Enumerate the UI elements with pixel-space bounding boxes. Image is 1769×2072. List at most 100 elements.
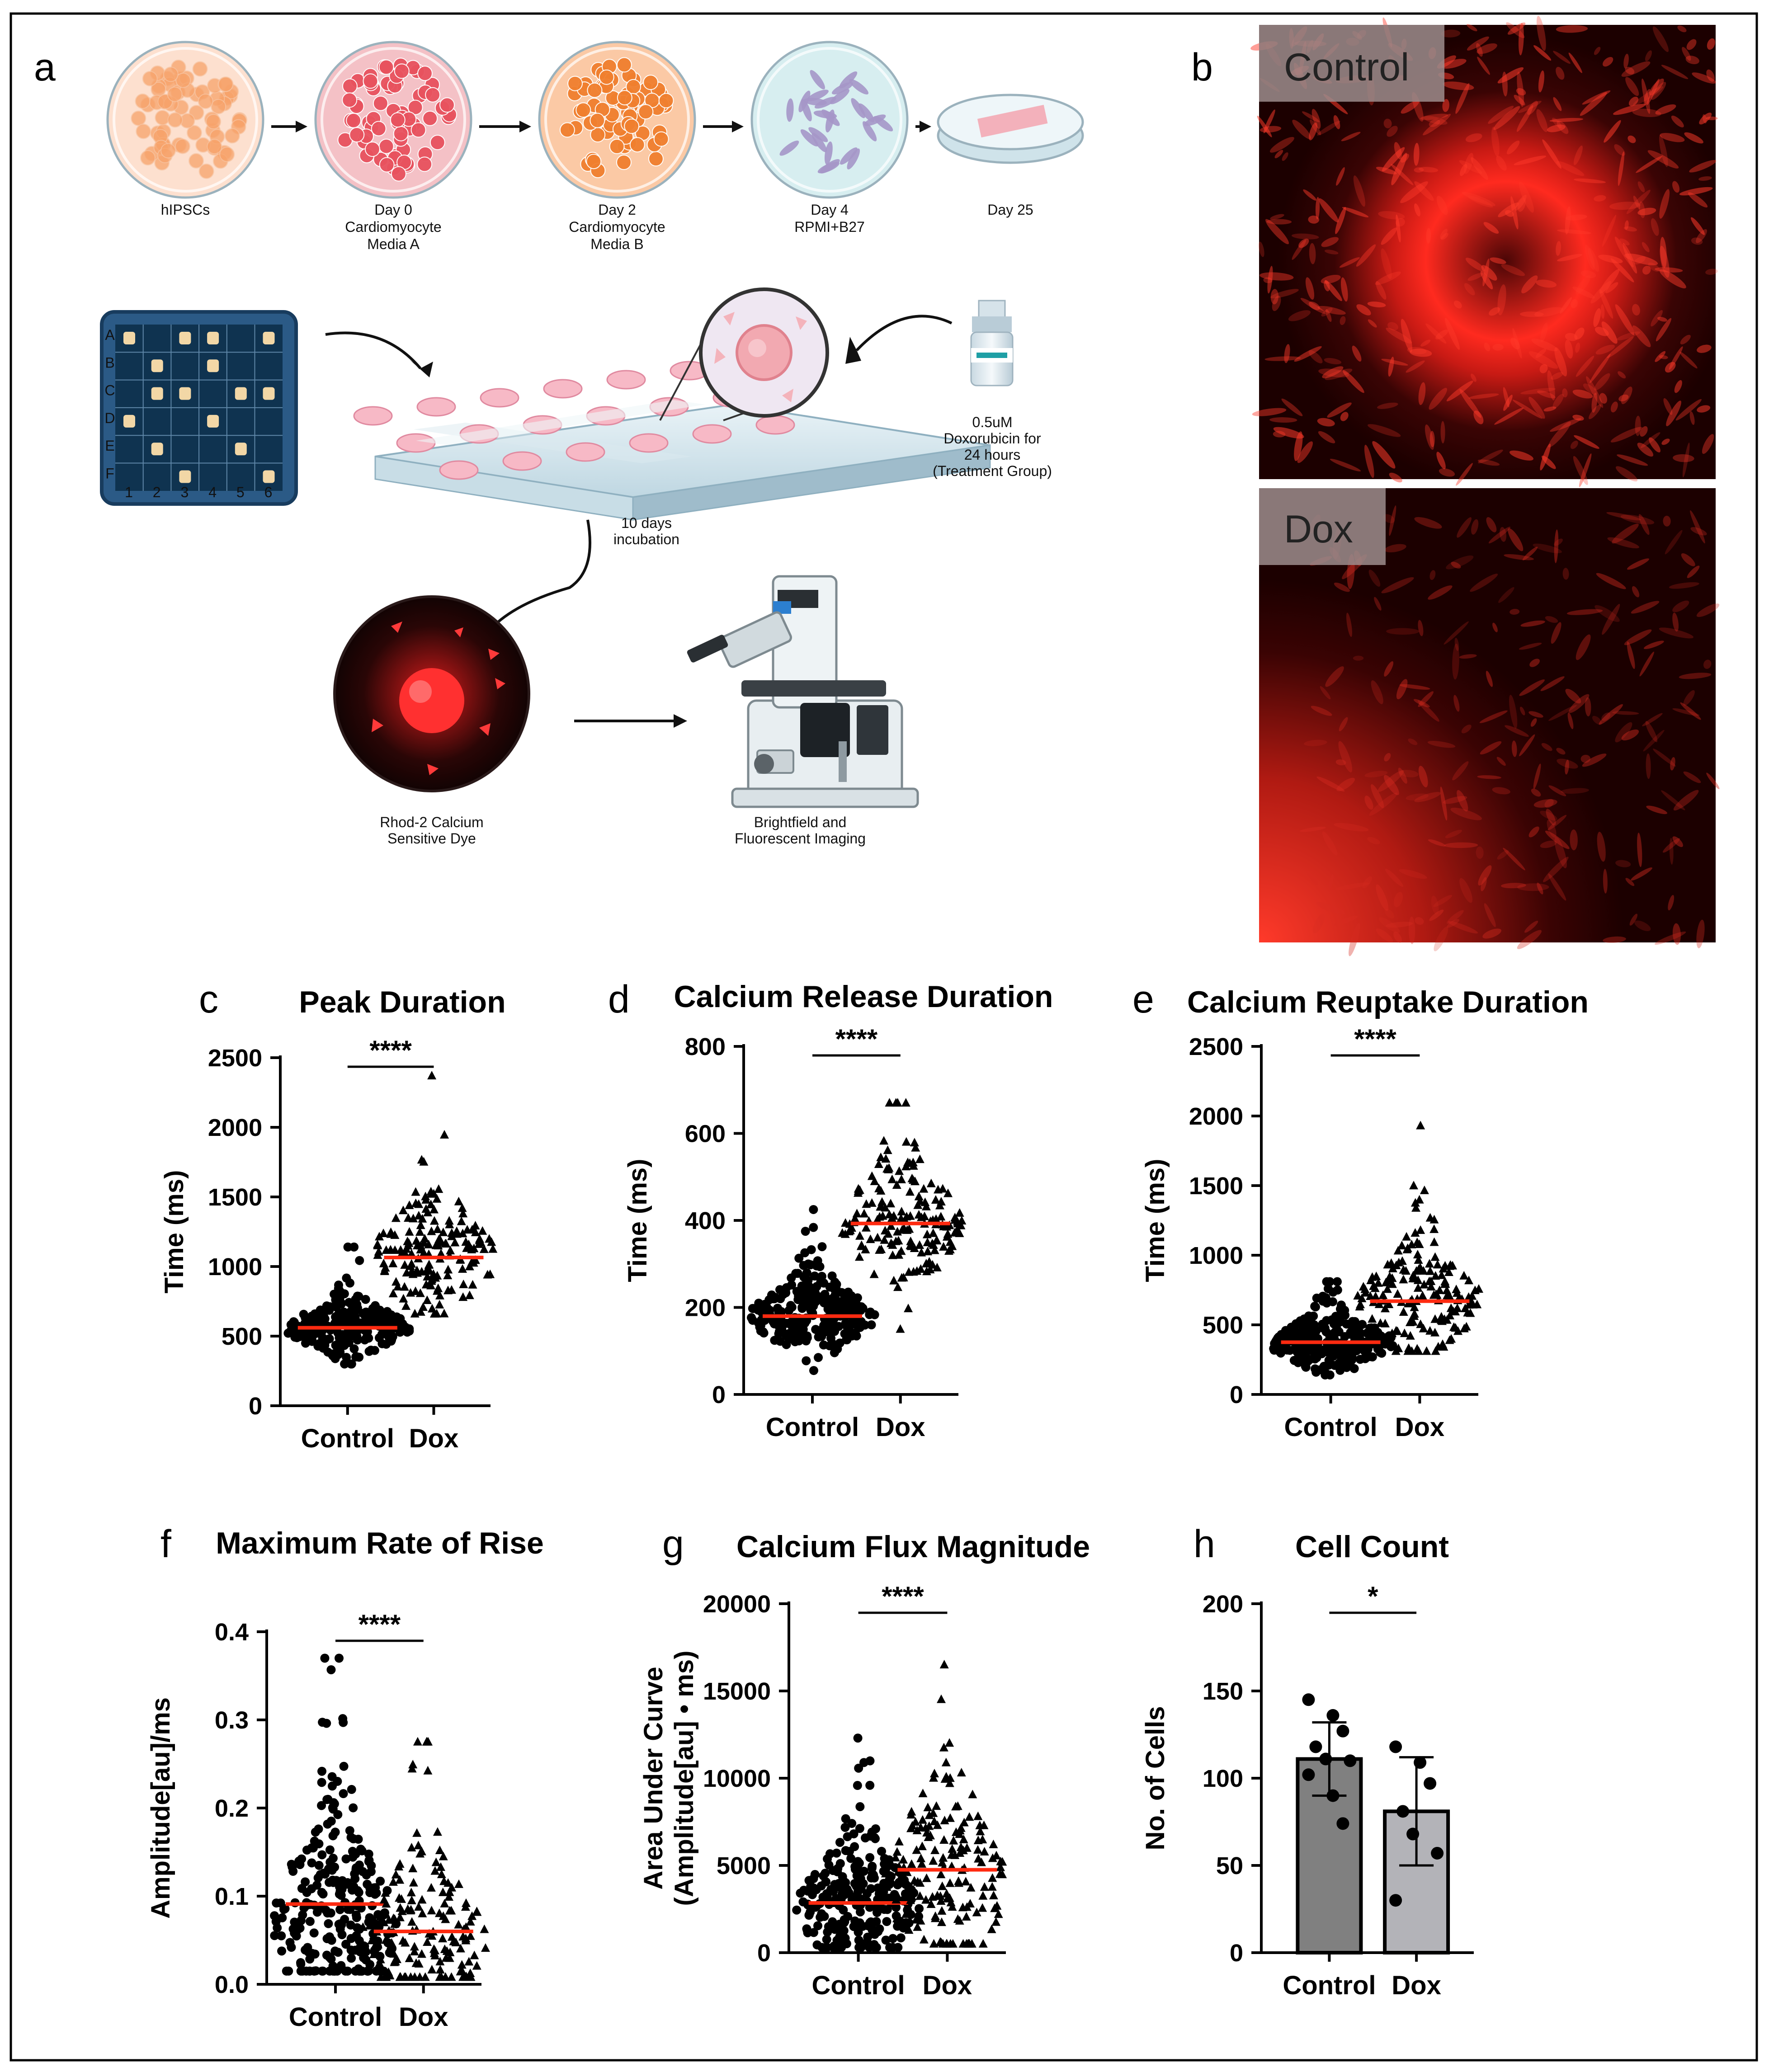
data-point xyxy=(816,1277,826,1286)
data-point xyxy=(330,1354,340,1363)
data-point xyxy=(446,1246,455,1255)
data-point xyxy=(939,1835,949,1844)
data-point xyxy=(815,1328,825,1338)
data-point xyxy=(325,1932,335,1942)
data-point xyxy=(895,1166,904,1175)
data-point xyxy=(905,1224,914,1233)
text-line: Media B xyxy=(590,236,643,252)
dish-stage-3: Day 2 Cardiomyocyte Media B xyxy=(538,41,744,252)
data-point xyxy=(928,1892,937,1901)
data-point xyxy=(379,1229,388,1238)
data-point xyxy=(968,1789,977,1799)
data-point xyxy=(827,1271,837,1281)
data-point xyxy=(465,1262,474,1271)
data-point xyxy=(406,1888,416,1897)
y-tick-label: 10000 xyxy=(703,1765,771,1792)
data-point xyxy=(429,1216,439,1225)
data-point xyxy=(462,1225,472,1234)
data-point xyxy=(855,1824,864,1833)
data-point xyxy=(937,1906,947,1915)
panel-label-b: b xyxy=(1191,46,1213,89)
data-point xyxy=(1437,1270,1446,1279)
data-point xyxy=(792,1905,802,1915)
data-point xyxy=(914,1191,924,1201)
text-line: Brightfield and xyxy=(754,814,847,830)
data-point xyxy=(930,1845,940,1854)
data-point xyxy=(893,1943,903,1952)
plate-col-label: 6 xyxy=(264,484,273,500)
stage-label: hIPSCs xyxy=(161,202,210,218)
data-point xyxy=(390,1914,399,1923)
data-point xyxy=(320,1341,330,1350)
data-point xyxy=(868,1924,877,1934)
data-point xyxy=(871,1834,880,1843)
data-point xyxy=(1385,1271,1394,1281)
data-point xyxy=(847,1331,857,1341)
data-point xyxy=(447,1231,457,1240)
data-point xyxy=(364,1315,374,1325)
data-point xyxy=(901,1098,910,1107)
data-point xyxy=(475,1235,484,1244)
data-point xyxy=(932,1801,941,1810)
data-point xyxy=(867,1320,876,1330)
data-point xyxy=(875,1924,884,1934)
x-tick-label: Control xyxy=(1284,1413,1377,1442)
data-point xyxy=(770,1294,779,1304)
control-micrograph: Control xyxy=(1250,16,1718,487)
data-point xyxy=(288,1924,298,1934)
data-point xyxy=(805,1910,814,1919)
data-point xyxy=(812,1261,821,1271)
chart-c: c Peak Duration 0 500 1000 1500 2000 2500 Contro… xyxy=(160,978,506,1453)
data-point xyxy=(279,1905,288,1914)
data-point xyxy=(1325,1370,1335,1380)
data-point xyxy=(402,1268,411,1277)
data-point xyxy=(973,1811,983,1820)
data-point xyxy=(1430,1314,1440,1323)
data-point xyxy=(456,1944,465,1953)
data-point xyxy=(945,1778,954,1787)
data-point xyxy=(324,1919,333,1928)
data-point xyxy=(1396,1805,1410,1818)
data-point xyxy=(270,1931,279,1940)
data-point xyxy=(953,1914,962,1923)
data-point xyxy=(959,1818,969,1827)
data-point xyxy=(1373,1278,1383,1287)
data-point xyxy=(891,1853,900,1862)
panel-label-f: f xyxy=(160,1522,172,1566)
y-tick-label: 0 xyxy=(249,1393,262,1420)
chart-h: h Cell Count 0 50 100 150 200 Control Dox No. of … xyxy=(1141,1522,1474,2000)
data-point xyxy=(936,1891,945,1900)
data-point xyxy=(366,1915,375,1924)
data-point xyxy=(887,1872,896,1881)
data-point xyxy=(457,1216,466,1225)
data-point xyxy=(427,1304,437,1313)
data-point xyxy=(896,1246,906,1255)
data-point xyxy=(1411,1203,1421,1212)
data-point xyxy=(381,1888,390,1897)
data-point xyxy=(1407,1239,1416,1248)
plate-col-label: 1 xyxy=(125,484,133,500)
data-point xyxy=(1400,1328,1409,1337)
data-point xyxy=(1414,1346,1424,1355)
data-point xyxy=(899,1855,908,1864)
data-point xyxy=(359,1941,368,1950)
data-point xyxy=(948,1844,957,1853)
data-point xyxy=(302,1888,311,1897)
data-point xyxy=(435,1957,445,1966)
data-point xyxy=(1439,1342,1448,1351)
text-line: Cardiomyocyte xyxy=(569,219,665,235)
data-point xyxy=(458,1966,467,1975)
data-point xyxy=(1334,1360,1343,1369)
chart-e: e Calcium Reuptake Duration 0 500 1000 1500 20… xyxy=(1132,978,1589,1442)
data-point xyxy=(867,1198,877,1207)
data-point xyxy=(1307,1325,1317,1335)
data-point xyxy=(917,1859,927,1868)
data-point xyxy=(354,1888,363,1897)
data-point xyxy=(1318,1291,1328,1301)
data-point xyxy=(791,1269,801,1278)
data-point xyxy=(915,1154,925,1163)
data-point xyxy=(929,1808,938,1817)
data-point xyxy=(370,1346,379,1355)
data-point xyxy=(881,1935,891,1945)
data-point xyxy=(1410,1198,1420,1207)
